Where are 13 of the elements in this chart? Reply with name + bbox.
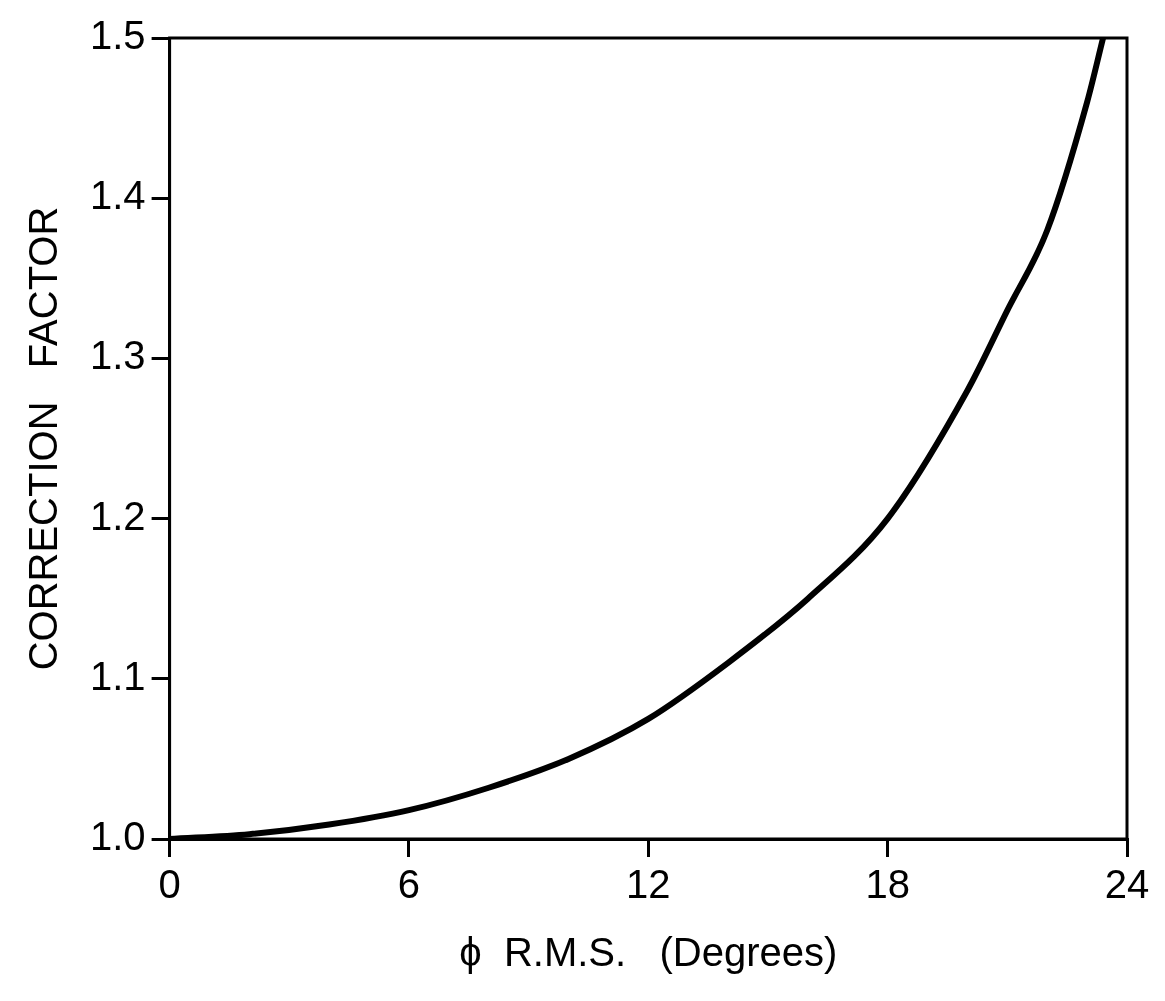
y-axis-title: CORRECTION FACTOR: [21, 206, 66, 671]
y-tick-label: 1.0: [90, 814, 146, 859]
y-tick-label: 1.4: [90, 173, 146, 218]
x-tick-label: 0: [158, 862, 181, 907]
x-tick-label: 24: [1104, 862, 1150, 907]
x-axis-title: ϕ R.M.S. (Degrees): [459, 930, 838, 975]
x-tick-label: 18: [865, 862, 910, 907]
y-tick-label: 1.3: [90, 333, 146, 378]
x-tick-label: 6: [397, 862, 421, 907]
x-tick-label: 12: [626, 862, 671, 907]
y-tick-label: 1.2: [90, 493, 146, 538]
y-tick-label: 1.5: [90, 13, 146, 58]
y-tick-label: 1.1: [90, 653, 146, 698]
